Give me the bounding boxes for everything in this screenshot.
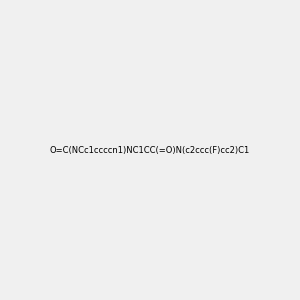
Text: O=C(NCc1ccccn1)NC1CC(=O)N(c2ccc(F)cc2)C1: O=C(NCc1ccccn1)NC1CC(=O)N(c2ccc(F)cc2)C1 bbox=[50, 146, 250, 154]
